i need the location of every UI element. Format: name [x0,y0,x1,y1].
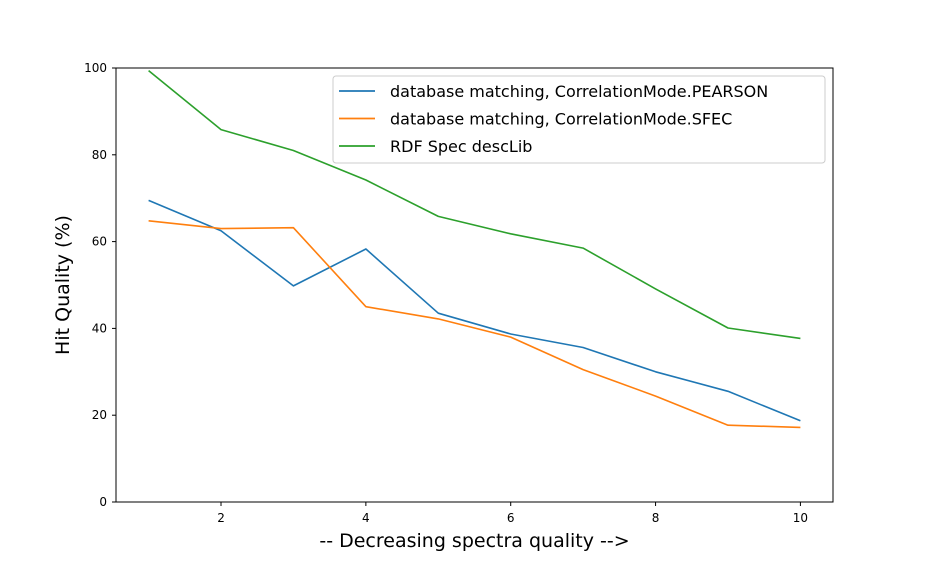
x-tick-label: 2 [217,511,225,525]
x-tick-label: 8 [652,511,660,525]
x-tick-label: 4 [362,511,370,525]
y-tick-label: 20 [92,408,107,422]
legend-label: database matching, CorrelationMode.PEARS… [390,82,768,101]
y-tick-label: 100 [84,61,107,75]
y-tick-label: 0 [99,495,107,509]
y-tick-label: 40 [92,321,107,335]
x-tick-label: 6 [507,511,515,525]
legend-label: RDF Spec descLib [390,137,532,156]
x-tick-label: 10 [793,511,808,525]
x-axis-label: -- Decreasing spectra quality --> [319,530,629,552]
y-tick-label: 60 [92,235,107,249]
legend-label: database matching, CorrelationMode.SFEC [390,110,732,129]
legend: database matching, CorrelationMode.PEARS… [333,76,825,163]
y-tick-label: 80 [92,148,107,162]
y-axis-label: Hit Quality (%) [52,215,74,355]
